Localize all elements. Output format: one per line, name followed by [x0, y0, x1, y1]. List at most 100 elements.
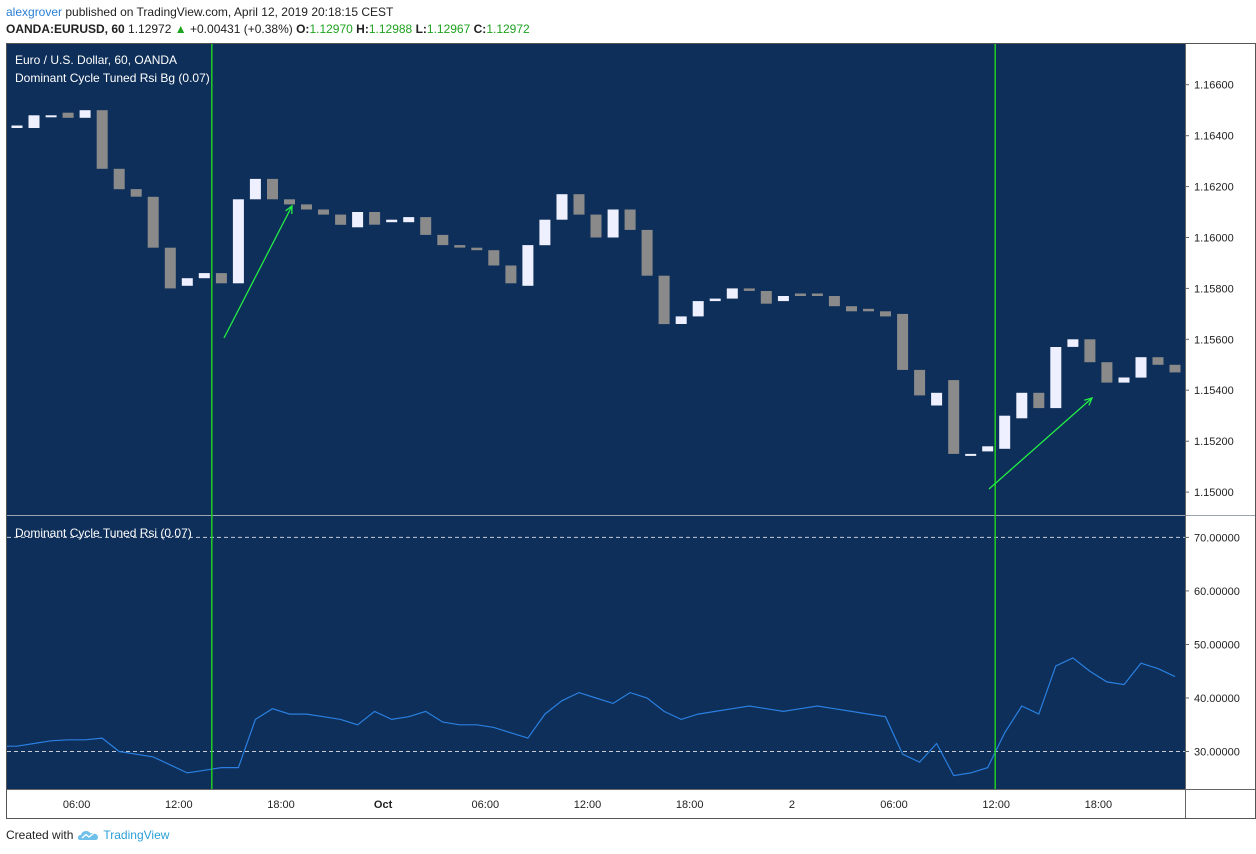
main-indicator-title: Dominant Cycle Tuned Rsi Bg (0.07): [15, 71, 210, 85]
last-price: 1.12972: [128, 22, 172, 36]
x-tick-label: 18:00: [1085, 799, 1113, 811]
rsi-tick-label: 70.00000: [1194, 532, 1240, 544]
candle: [1135, 357, 1147, 378]
publish-info: alexgrover published on TradingView.com,…: [6, 5, 393, 19]
candle: [420, 217, 432, 235]
candle: [607, 209, 619, 238]
main-pane-bg: [7, 44, 1185, 515]
candle: [641, 229, 653, 276]
y-tick-label: 1.16000: [1194, 233, 1234, 245]
candle: [147, 196, 159, 248]
candle: [11, 125, 23, 128]
candle: [794, 293, 806, 296]
y-tick-label: 1.16600: [1194, 80, 1234, 92]
candle: [999, 415, 1011, 449]
annotation-arrows: [223, 204, 1094, 490]
candle: [164, 247, 176, 289]
tradingview-link[interactable]: TradingView: [103, 828, 170, 842]
candle: [505, 265, 517, 284]
y-tick-labels: 1.16600 1.16400 1.16200 1.16000 1.15800 1.156…: [1185, 80, 1240, 759]
rsi-series: [7, 536, 1185, 777]
arrow-shaft: [223, 205, 293, 339]
x-tick-label: 06:00: [472, 799, 500, 811]
candle: [914, 369, 926, 396]
candle: [811, 293, 823, 296]
candle: [471, 247, 483, 251]
open-value: 1.12970: [309, 22, 353, 36]
main-pane-title: Euro / U.S. Dollar, 60, OANDA: [15, 53, 177, 67]
candle: [522, 245, 534, 286]
candle: [880, 311, 891, 317]
arrow-shaft: [988, 397, 1093, 490]
arrow-head-icon: [285, 204, 293, 215]
rsi-tick-label: 40.00000: [1194, 693, 1240, 705]
rsi-pane-bg: [7, 516, 1185, 789]
candle: [28, 115, 40, 128]
candle: [931, 392, 943, 406]
candle: [232, 199, 244, 284]
price-axis[interactable]: [1185, 44, 1256, 789]
y-tick-label: 1.15800: [1194, 283, 1234, 295]
candle: [1084, 339, 1096, 363]
candle: [113, 168, 125, 190]
candle: [658, 275, 670, 325]
candle: [965, 453, 977, 456]
y-tick-label: 1.15600: [1194, 334, 1234, 346]
author-link[interactable]: alexgrover: [6, 5, 63, 19]
signal-lines: [211, 44, 996, 789]
rsi-pane-title: Dominant Cycle Tuned Rsi (0.07): [15, 526, 192, 540]
candles: [11, 110, 1181, 456]
candle: [692, 301, 704, 317]
x-tick-label: Oct: [374, 799, 393, 811]
candle: [556, 194, 568, 220]
symbol-label: OANDA:EURUSD, 60: [6, 22, 125, 36]
candle: [1152, 357, 1164, 365]
created-with-text: Created with: [6, 828, 74, 842]
candle: [675, 316, 687, 324]
tradingview-logo-icon: [78, 831, 99, 840]
x-tick-label: 12:00: [982, 799, 1010, 811]
candle: [863, 308, 874, 312]
candle: [267, 178, 278, 200]
low-label: L:: [415, 22, 427, 36]
candle: [335, 214, 347, 225]
candle: [743, 288, 755, 291]
rsi-line: [7, 657, 1176, 777]
candle: [760, 291, 772, 304]
candle: [726, 288, 738, 299]
candle: [573, 194, 585, 215]
triangle-up-icon: ▲: [174, 22, 187, 36]
y-tick-label: 1.16200: [1194, 182, 1234, 194]
rsi-tick-label: 60.00000: [1194, 586, 1240, 598]
candle: [181, 278, 193, 286]
candle: [846, 306, 857, 312]
candle: [318, 209, 329, 215]
y-tick-label: 1.15400: [1194, 385, 1234, 397]
x-tick-label: 2: [789, 799, 795, 811]
candle: [284, 199, 295, 205]
price-change: +0.00431 (+0.38%): [190, 22, 293, 36]
candle: [709, 298, 721, 302]
candle: [369, 212, 381, 225]
x-tick-label: 12:00: [165, 799, 193, 811]
candle: [130, 189, 142, 197]
x-tick-label: 12:00: [574, 799, 602, 811]
symbol-info: OANDA:EURUSD, 60 1.12972 ▲ +0.00431 (+0.…: [6, 22, 530, 36]
x-tick-label: 06:00: [880, 799, 908, 811]
candle: [79, 110, 91, 118]
y-tick-label: 1.15200: [1194, 436, 1234, 448]
candle: [590, 214, 602, 238]
candle: [1050, 347, 1062, 409]
y-tick-label: 1.15000: [1194, 487, 1234, 499]
rsi-tick-label: 30.00000: [1194, 747, 1240, 759]
high-value: 1.12988: [368, 22, 413, 36]
candle: [301, 204, 312, 210]
candle: [352, 212, 364, 228]
candle: [828, 296, 840, 307]
close-label: C:: [473, 22, 487, 36]
x-tick-labels: 06:00 12:00 18:00 Oct 06:00 12:00 18:00 2 06:00 1…: [63, 799, 1112, 811]
open-label: O:: [296, 22, 310, 36]
candle: [1033, 392, 1045, 409]
time-axis[interactable]: [7, 790, 1185, 818]
